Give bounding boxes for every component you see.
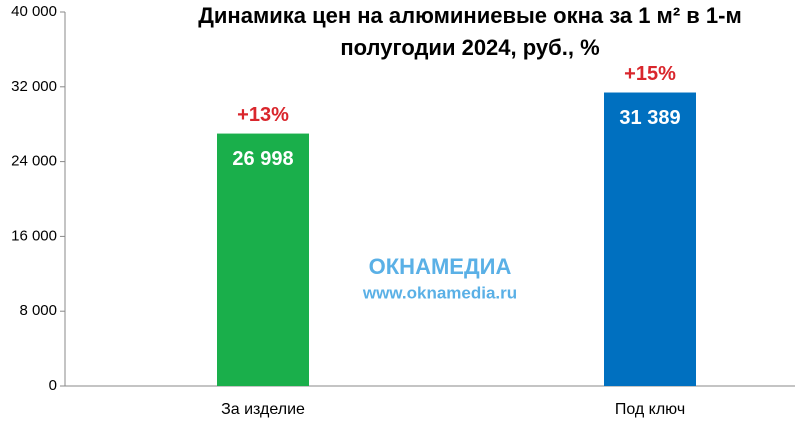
watermark-logo: ОКНАМЕДИА [369, 254, 512, 279]
change-annotation: +15% [624, 63, 676, 85]
y-tick-label: 16 000 [11, 227, 57, 244]
y-tick-label: 0 [49, 377, 57, 394]
value-label: 31 389 [619, 107, 680, 129]
bar [604, 92, 696, 386]
x-tick-label: Под ключ [615, 401, 685, 418]
value-label: 26 998 [232, 148, 293, 170]
y-tick-label: 40 000 [11, 3, 57, 20]
y-tick-label: 32 000 [11, 78, 57, 95]
y-tick-label: 8 000 [19, 302, 57, 319]
y-tick-label: 24 000 [11, 153, 57, 170]
bar [217, 133, 309, 386]
watermark-url: www.oknamedia.ru [362, 283, 517, 302]
chart-title: Динамика цен на алюминиевые окна за 1 м²… [198, 3, 742, 60]
change-annotation: +13% [237, 104, 289, 126]
x-tick-label: За изделие [221, 401, 305, 418]
